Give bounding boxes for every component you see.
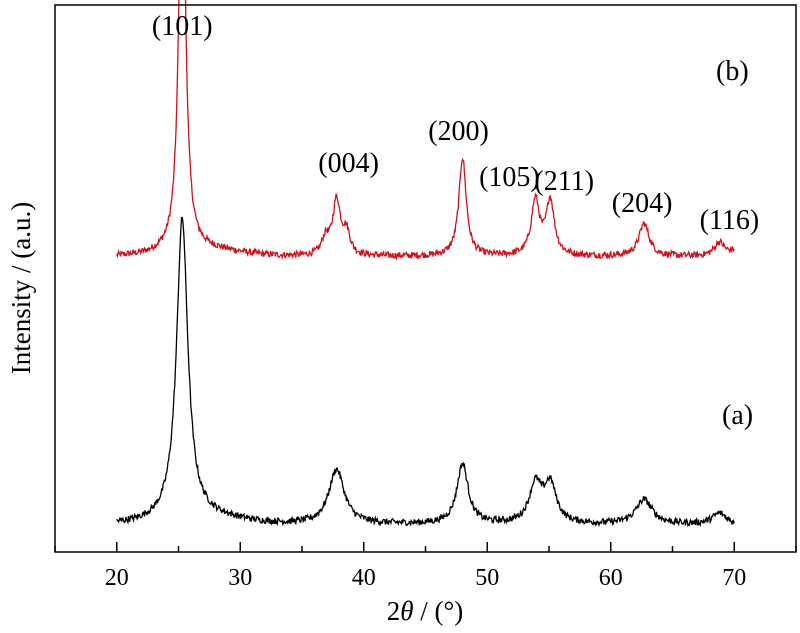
series-label-a: (a) bbox=[722, 400, 753, 431]
peak-label: (004) bbox=[318, 148, 379, 179]
series-layer bbox=[116, 0, 735, 528]
peak-label: (200) bbox=[428, 116, 489, 147]
x-tick-label: 60 bbox=[599, 565, 623, 591]
y-axis-label: Intensity / (a.u.) bbox=[6, 202, 36, 374]
x-tick-labels: 20 30 40 50 60 70 bbox=[105, 565, 747, 591]
x-tick-label: 40 bbox=[352, 565, 376, 591]
plot-frame bbox=[54, 4, 797, 553]
series-line-a bbox=[116, 216, 735, 528]
peak-label: (204) bbox=[612, 188, 673, 219]
series-line-b bbox=[116, 0, 735, 261]
x-axis-label: 2θ / (°) bbox=[387, 596, 464, 626]
x-tick-label: 30 bbox=[228, 565, 252, 591]
x-tick-label: 70 bbox=[722, 565, 746, 591]
peak-label: (211) bbox=[534, 166, 594, 197]
x-tick-label: 20 bbox=[105, 565, 129, 591]
series-label-b: (b) bbox=[716, 56, 749, 87]
peak-label: (105) bbox=[479, 162, 540, 193]
peak-label: (116) bbox=[700, 205, 760, 236]
peak-label: (101) bbox=[152, 11, 213, 42]
x-tick-marks bbox=[54, 542, 797, 552]
peak-annotations: (101) (004) (200) (105)(211) (204) (116) bbox=[152, 11, 759, 236]
x-tick-label: 50 bbox=[475, 565, 499, 591]
